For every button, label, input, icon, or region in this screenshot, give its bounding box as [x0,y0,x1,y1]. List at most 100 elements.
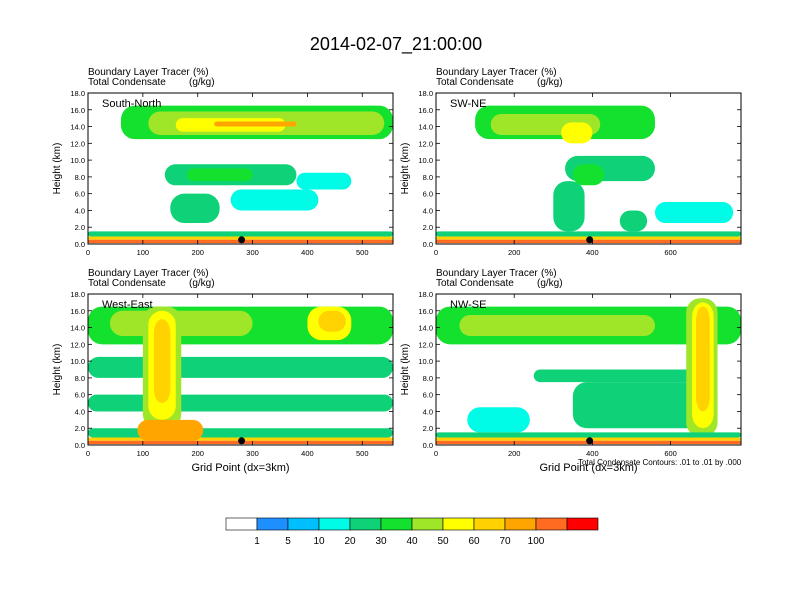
y-tick-label: 8.0 [75,173,85,182]
panel-subtitle-units: (g/kg) [189,278,215,289]
colorbar-swatch [287,517,320,531]
colorbar-swatch [535,517,568,531]
y-tick-label: 4.0 [423,407,433,416]
field-shading [436,298,741,445]
y-tick-label: 18.0 [418,89,433,98]
y-tick-label: 8.0 [423,173,433,182]
x-tick-label: 400 [301,248,314,257]
y-tick-label: 16.0 [70,307,85,316]
x-tick-label: 200 [191,449,204,458]
y-tick-label: 18.0 [418,290,433,299]
location-marker [586,437,594,445]
colorbar-swatch [411,517,444,531]
y-tick-label: 12.0 [418,139,433,148]
panel-west-east: 0.0 2.0 4.0 6.0 8.0 10.0 12.0 14.0 16.0 18.0 0 100 2… [52,268,394,474]
contour-note: Total Condensate Contours: .01 to .01 by… [578,458,742,467]
y-tick-label: 14.0 [418,123,433,132]
figure-title: 2014-02-07_21:00:00 [310,34,482,55]
x-tick-label: 0 [434,449,438,458]
panel-subtitle: Boundary Layer Tracer [88,67,190,78]
y-tick-label: 0.0 [75,441,85,450]
y-axis-label: Height (km) [400,143,411,195]
y-tick-label: 4.0 [423,206,433,215]
colorbar-label: 20 [344,536,356,547]
y-tick-label: 6.0 [423,190,433,199]
colorbar-label: 1 [254,536,260,547]
panel-subtitle-units: (%) [193,268,209,279]
field-shading [88,306,393,445]
colorbar-label: 10 [313,536,325,547]
panel-sw-ne: 0.0 2.0 4.0 6.0 8.0 10.0 12.0 14.0 16.0 18.0 0 200 4… [400,67,742,257]
x-tick-label: 0 [86,449,90,458]
colorbar-label: 70 [499,536,511,547]
y-tick-label: 0.0 [423,441,433,450]
y-tick-label: 10.0 [70,357,85,366]
panel-subtitle-units: (%) [541,67,557,78]
panel-subtitle: Total Condensate [88,278,166,289]
y-tick-label: 14.0 [70,324,85,333]
colorbar: 1 5 10 20 30 40 50 60 70 100 [225,517,599,547]
colorbar-swatch [225,517,258,531]
y-tick-label: 16.0 [70,106,85,115]
colorbar-label: 60 [468,536,480,547]
x-tick-label: 100 [137,449,150,458]
plot-frame [87,293,394,446]
x-tick-label: 0 [86,248,90,257]
y-axis-label: Height (km) [400,344,411,396]
colorbar-swatch [473,517,506,531]
y-tick-label: 14.0 [418,324,433,333]
y-tick-label: 14.0 [70,123,85,132]
y-tick-label: 2.0 [423,223,433,232]
y-tick-label: 4.0 [75,407,85,416]
y-tick-label: 10.0 [70,156,85,165]
y-tick-label: 2.0 [75,424,85,433]
panel-label: South-North [102,98,161,110]
x-tick-label: 200 [508,449,521,458]
panel-subtitle-units: (%) [193,67,209,78]
panel-subtitle-units: (%) [541,268,557,279]
y-tick-label: 10.0 [418,357,433,366]
panel-subtitle-units: (g/kg) [537,278,563,289]
plot-frame [435,92,742,245]
x-tick-label: 0 [434,248,438,257]
y-tick-label: 10.0 [418,156,433,165]
x-tick-label: 100 [137,248,150,257]
y-tick-label: 16.0 [418,106,433,115]
colorbar-label: 30 [375,536,387,547]
panel-subtitle: Total Condensate [436,278,514,289]
colorbar-swatch [318,517,351,531]
y-tick-label: 8.0 [423,374,433,383]
plot-frame [435,293,742,446]
y-tick-label: 2.0 [423,424,433,433]
x-tick-label: 300 [246,449,259,458]
panel-south-north: 0.0 2.0 4.0 6.0 8.0 10.0 12.0 14.0 16.0 18.0 0 100 2… [52,67,394,257]
y-tick-label: 2.0 [75,223,85,232]
panel-label: West-East [102,299,153,311]
y-axis-label: Height (km) [52,143,63,195]
location-marker [238,437,246,445]
colorbar-swatch [504,517,537,531]
panel-subtitle: Boundary Layer Tracer [436,67,538,78]
x-tick-label: 200 [191,248,204,257]
location-marker [238,236,246,244]
x-tick-label: 500 [356,449,369,458]
panel-label: SW-NE [450,98,486,110]
panel-subtitle-units: (g/kg) [537,77,563,88]
x-axis-label: Grid Point (dx=3km) [191,462,289,474]
x-tick-label: 600 [664,449,677,458]
x-axis-label: Grid Point (dx=3km) [539,462,637,474]
y-tick-label: 12.0 [70,340,85,349]
colorbar-label: 40 [406,536,418,547]
colorbar-swatch [256,517,289,531]
field-shading [88,105,393,244]
colorbar-swatch [380,517,413,531]
plot-frame [87,92,394,245]
y-tick-label: 12.0 [418,340,433,349]
colorbar-label: 100 [528,536,545,547]
panel-nw-se: 0.0 2.0 4.0 6.0 8.0 10.0 12.0 14.0 16.0 18.0 0 200 4… [400,268,742,474]
y-tick-label: 0.0 [423,240,433,249]
y-tick-label: 4.0 [75,206,85,215]
x-tick-label: 300 [246,248,259,257]
colorbar-swatch [442,517,475,531]
x-tick-label: 400 [301,449,314,458]
